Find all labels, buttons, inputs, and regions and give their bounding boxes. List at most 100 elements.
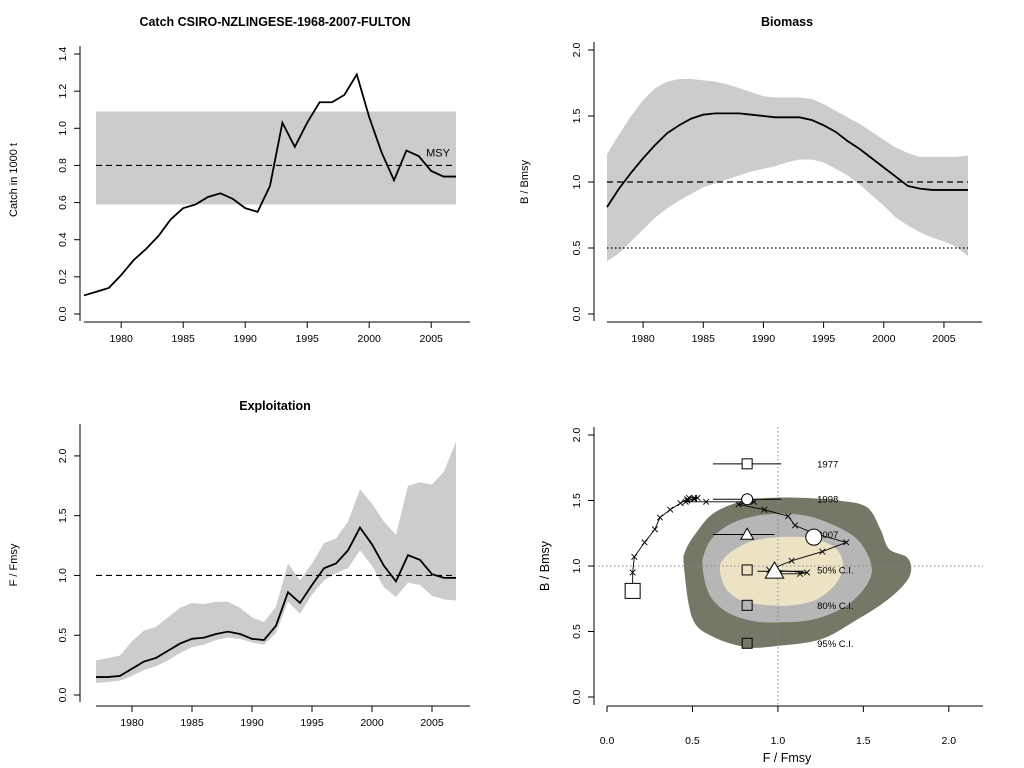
y-tick-label: 1.5 <box>571 493 583 508</box>
kobe-panel: F / Fmsy B / Bmsy 0.0 0.5 1.0 1.5 2.0 0.0 0.5 1… <box>538 427 983 765</box>
trajectory-cross-marker <box>694 494 701 501</box>
trajectory-cross-marker <box>791 522 799 529</box>
legend-label: 1998 <box>817 495 838 506</box>
x-tick-label: 1.0 <box>771 735 786 747</box>
trajectory-cross-marker <box>641 539 648 546</box>
y-tick-label: 1.0 <box>57 568 69 583</box>
catch-title: Catch CSIRO-NZLINGESE-1968-2007-FULTON <box>139 15 410 29</box>
y-tick-label: 0.6 <box>57 195 69 210</box>
legend-marker <box>739 527 755 540</box>
y-tick-label: 0.0 <box>57 307 69 322</box>
x-tick-label: 1990 <box>240 717 264 729</box>
trajectory-cross-marker <box>735 501 742 508</box>
y-tick-label: 1.0 <box>571 175 583 190</box>
catch-series-line <box>83 72 456 297</box>
y-tick-label: 0.5 <box>571 624 583 639</box>
kobe-ylabel: B / Bmsy <box>538 540 552 591</box>
trajectory-cross-marker <box>797 570 804 577</box>
x-tick-label: 1.5 <box>856 735 871 747</box>
legend-label: 50% C.I. <box>817 565 853 576</box>
legend-marker <box>741 637 753 649</box>
msy-label: MSY <box>426 147 451 159</box>
exploitation-ci-band <box>96 441 456 684</box>
legend-marker <box>741 564 753 576</box>
trajectory-cross-marker <box>691 496 698 503</box>
x-tick-label: 1985 <box>180 717 204 729</box>
x-tick-label: 2000 <box>872 333 896 345</box>
trajectory-cross-marker <box>788 557 795 564</box>
y-tick-label: 2.0 <box>57 448 69 463</box>
x-tick-label: 1985 <box>692 333 716 345</box>
catch-panel: Catch CSIRO-NZLINGESE-1968-2007-FULTON C… <box>8 15 470 345</box>
y-tick-label: 0.5 <box>571 241 583 256</box>
y-tick-label: 1.0 <box>57 121 69 136</box>
y-tick-label: 0.4 <box>57 232 69 247</box>
x-tick-label: 2005 <box>420 717 444 729</box>
trajectory-cross-marker <box>629 569 636 576</box>
trajectory-cross-marker <box>667 506 674 513</box>
y-tick-label: 0.0 <box>571 690 583 705</box>
kobe-xlabel: F / Fmsy <box>763 751 812 765</box>
x-tick-label: 2.0 <box>942 735 957 747</box>
trajectory-cross-marker <box>843 539 850 546</box>
x-tick-label: 1985 <box>172 333 196 345</box>
trajectory-cross-marker <box>651 526 658 533</box>
legend-marker <box>741 599 753 611</box>
y-tick-label: 1.2 <box>57 84 69 99</box>
x-tick-label: 1990 <box>234 333 258 345</box>
trajectory-cross-marker <box>682 498 689 505</box>
trajectory-cross-marker <box>703 498 710 505</box>
y-tick-label: 1.5 <box>571 109 583 124</box>
x-tick-label: 0.5 <box>685 735 700 747</box>
x-tick-label: 1980 <box>110 333 134 345</box>
trajectory-cross-marker <box>819 548 826 555</box>
x-tick-label: 2005 <box>420 333 444 345</box>
y-tick-label: 1.5 <box>57 508 69 523</box>
y-tick-label: 0.0 <box>57 688 69 703</box>
year-marker-2007 <box>764 561 785 579</box>
exploitation-panel: Exploitation F / Fmsy 1980 1985 1990 1995 20… <box>8 399 470 729</box>
y-tick-label: 0.0 <box>571 307 583 322</box>
trajectory-cross-marker <box>631 553 638 560</box>
trajectory-cross-marker <box>761 506 768 513</box>
y-tick-label: 1.0 <box>571 559 583 574</box>
catch-ylabel: Catch in 1000 t <box>8 143 20 217</box>
biomass-series-line <box>606 112 968 208</box>
exploitation-title: Exploitation <box>239 399 311 413</box>
biomass-ci-band <box>607 79 968 262</box>
exploitation-series-line <box>96 525 456 678</box>
trajectory-cross-marker <box>656 514 664 521</box>
y-tick-label: 1.4 <box>57 47 69 62</box>
x-tick-label: 1995 <box>812 333 836 345</box>
legend-label: 2007 <box>817 530 838 541</box>
exploitation-ylabel: F / Fmsy <box>8 543 20 586</box>
x-tick-label: 1995 <box>300 717 324 729</box>
x-tick-label: 0.0 <box>600 735 615 747</box>
legend-label: 80% C.I. <box>817 601 853 612</box>
kobe-trajectory-line <box>632 497 848 591</box>
year-marker-1998 <box>805 528 823 546</box>
y-tick-label: 2.0 <box>571 428 583 443</box>
biomass-panel: Biomass B / Bmsy 1980 1985 1990 1995 2000 200… <box>519 15 982 345</box>
x-tick-label: 2005 <box>932 333 956 345</box>
trajectory-cross-marker <box>785 513 792 520</box>
x-tick-label: 1995 <box>296 333 320 345</box>
legend-label: 1977 <box>817 459 838 470</box>
x-tick-label: 1990 <box>752 333 776 345</box>
x-tick-label: 2000 <box>360 717 384 729</box>
legend-marker <box>741 493 754 506</box>
x-tick-label: 2000 <box>358 333 382 345</box>
x-tick-label: 1980 <box>631 333 655 345</box>
y-tick-label: 0.2 <box>57 269 69 284</box>
y-tick-label: 0.8 <box>57 158 69 173</box>
biomass-ylabel: B / Bmsy <box>519 160 531 205</box>
legend-label: 95% C.I. <box>817 639 853 650</box>
year-marker-1977 <box>624 582 641 599</box>
biomass-title: Biomass <box>761 15 813 29</box>
y-tick-label: 0.5 <box>57 628 69 643</box>
x-tick-label: 1980 <box>120 717 144 729</box>
trajectory-cross-marker <box>803 569 811 576</box>
y-tick-label: 2.0 <box>571 43 583 58</box>
trajectory-cross-marker <box>677 500 684 507</box>
